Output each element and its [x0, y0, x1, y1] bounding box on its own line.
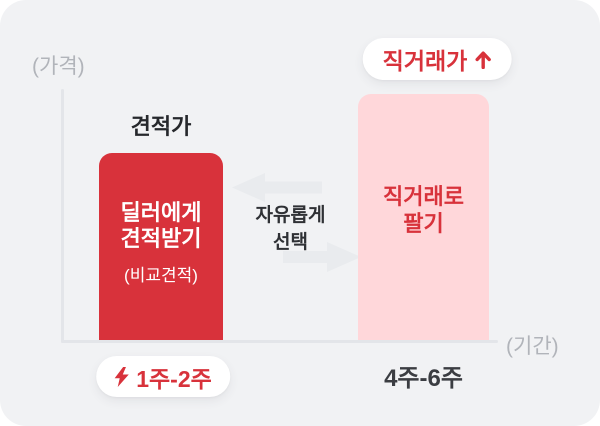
- arrow-up-icon: [474, 50, 491, 69]
- y-axis-label: (가격): [32, 55, 85, 78]
- dealer-bar-title-line2: 견적받기: [120, 225, 202, 251]
- direct-duration-label: 4주-6주: [384, 365, 463, 392]
- arrow-left-icon: [231, 172, 323, 203]
- dealer-duration-badge: 1주-2주: [96, 356, 230, 397]
- lightning-bolt-icon: [114, 366, 129, 387]
- dealer-duration-badge-label: 1주-2주: [136, 365, 212, 392]
- x-axis-line: [61, 340, 498, 343]
- dealer-bar-subtitle: (비교견적): [124, 265, 198, 285]
- x-axis-label: (기간): [506, 335, 559, 358]
- direct-price-badge-label: 직거래가: [382, 48, 468, 74]
- middle-caption: 자유롭게 선택: [223, 202, 358, 256]
- dealer-quote-bar: 딜러에게 견적받기 (비교견적): [99, 153, 223, 340]
- quote-price-label: 견적가: [130, 114, 192, 139]
- direct-bar-title: 직거래로 팔기: [383, 183, 464, 237]
- direct-bar-title-line2: 팔기: [403, 211, 444, 236]
- direct-trade-bar: 직거래로 팔기: [358, 94, 489, 340]
- direct-bar-title-line1: 직거래로: [383, 184, 464, 209]
- middle-caption-line1: 자유롭게: [255, 205, 326, 226]
- dealer-bar-title: 딜러에게 견적받기: [121, 200, 202, 252]
- middle-caption-line2: 선택: [273, 232, 308, 253]
- direct-price-badge: 직거래가: [362, 38, 512, 80]
- arrow-right-icon: [282, 241, 362, 273]
- dealer-bar-title-line1: 딜러에게: [120, 199, 202, 225]
- y-axis-line: [61, 89, 64, 343]
